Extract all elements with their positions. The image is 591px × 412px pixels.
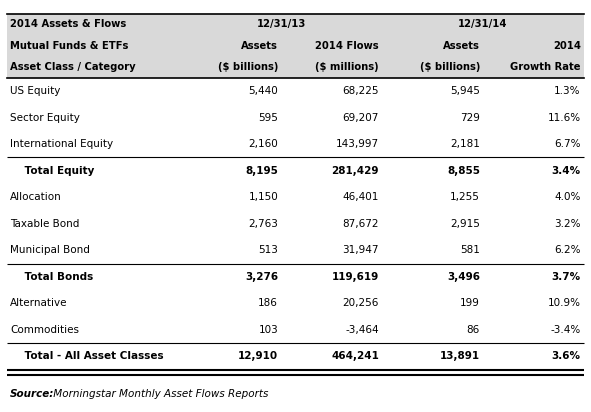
- Text: -3.4%: -3.4%: [551, 325, 581, 335]
- Text: 2,915: 2,915: [450, 219, 480, 229]
- Text: Sector Equity: Sector Equity: [10, 112, 80, 122]
- Text: 281,429: 281,429: [332, 166, 379, 176]
- Text: 464,241: 464,241: [331, 351, 379, 361]
- Text: ($ millions): ($ millions): [316, 62, 379, 72]
- Text: Total Equity: Total Equity: [10, 166, 95, 176]
- Text: 4.0%: 4.0%: [554, 192, 581, 202]
- Text: 186: 186: [258, 298, 278, 308]
- Text: 12,910: 12,910: [238, 351, 278, 361]
- Text: 10.9%: 10.9%: [548, 298, 581, 308]
- Text: 87,672: 87,672: [343, 219, 379, 229]
- Text: Commodities: Commodities: [10, 325, 79, 335]
- Text: 1,150: 1,150: [248, 192, 278, 202]
- Text: 595: 595: [258, 112, 278, 122]
- Text: Mutual Funds & ETFs: Mutual Funds & ETFs: [10, 41, 129, 51]
- Text: 46,401: 46,401: [343, 192, 379, 202]
- Text: 12/31/14: 12/31/14: [458, 19, 508, 29]
- Text: 199: 199: [460, 298, 480, 308]
- Text: 86: 86: [467, 325, 480, 335]
- Text: 3,496: 3,496: [447, 272, 480, 282]
- Text: 5,945: 5,945: [450, 86, 480, 96]
- Text: ($ billions): ($ billions): [420, 62, 480, 72]
- Text: 20,256: 20,256: [343, 298, 379, 308]
- Text: 2014 Flows: 2014 Flows: [316, 41, 379, 51]
- Text: 8,195: 8,195: [245, 166, 278, 176]
- Text: Total - All Asset Classes: Total - All Asset Classes: [10, 351, 164, 361]
- Text: Asset Class / Category: Asset Class / Category: [10, 62, 136, 72]
- Text: 513: 513: [258, 245, 278, 255]
- Text: Source:: Source:: [10, 389, 54, 399]
- Text: 3.6%: 3.6%: [552, 351, 581, 361]
- Text: 3.7%: 3.7%: [551, 272, 581, 282]
- Text: 12/31/13: 12/31/13: [256, 19, 306, 29]
- Text: 1.3%: 1.3%: [554, 86, 581, 96]
- Text: 729: 729: [460, 112, 480, 122]
- Text: US Equity: US Equity: [10, 86, 61, 96]
- Text: Total Bonds: Total Bonds: [10, 272, 93, 282]
- Text: -3,464: -3,464: [345, 325, 379, 335]
- Text: 68,225: 68,225: [343, 86, 379, 96]
- Text: 1,255: 1,255: [450, 192, 480, 202]
- Text: 119,619: 119,619: [332, 272, 379, 282]
- Text: 3,276: 3,276: [245, 272, 278, 282]
- Text: 3.4%: 3.4%: [551, 166, 581, 176]
- Text: 69,207: 69,207: [343, 112, 379, 122]
- Text: 581: 581: [460, 245, 480, 255]
- Text: 6.7%: 6.7%: [554, 139, 581, 149]
- Text: 5,440: 5,440: [248, 86, 278, 96]
- Text: Assets: Assets: [443, 41, 480, 51]
- Text: 6.2%: 6.2%: [554, 245, 581, 255]
- Text: 2014 Assets & Flows: 2014 Assets & Flows: [10, 19, 126, 29]
- Text: 11.6%: 11.6%: [548, 112, 581, 122]
- Text: ($ billions): ($ billions): [217, 62, 278, 72]
- Text: 3.2%: 3.2%: [554, 219, 581, 229]
- Text: 13,891: 13,891: [440, 351, 480, 361]
- Text: Alternative: Alternative: [10, 298, 68, 308]
- Text: 8,855: 8,855: [447, 166, 480, 176]
- Text: 143,997: 143,997: [336, 139, 379, 149]
- Text: Taxable Bond: Taxable Bond: [10, 219, 80, 229]
- Text: 31,947: 31,947: [343, 245, 379, 255]
- Text: 103: 103: [258, 325, 278, 335]
- Text: 2,181: 2,181: [450, 139, 480, 149]
- Text: Allocation: Allocation: [10, 192, 62, 202]
- Text: 2014: 2014: [553, 41, 581, 51]
- Text: Growth Rate: Growth Rate: [510, 62, 581, 72]
- Text: Morningstar Monthly Asset Flows Reports: Morningstar Monthly Asset Flows Reports: [50, 389, 268, 399]
- Text: Municipal Bond: Municipal Bond: [10, 245, 90, 255]
- Text: 2,763: 2,763: [248, 219, 278, 229]
- FancyBboxPatch shape: [7, 14, 584, 78]
- Text: 2,160: 2,160: [248, 139, 278, 149]
- Text: Assets: Assets: [241, 41, 278, 51]
- Text: International Equity: International Equity: [10, 139, 113, 149]
